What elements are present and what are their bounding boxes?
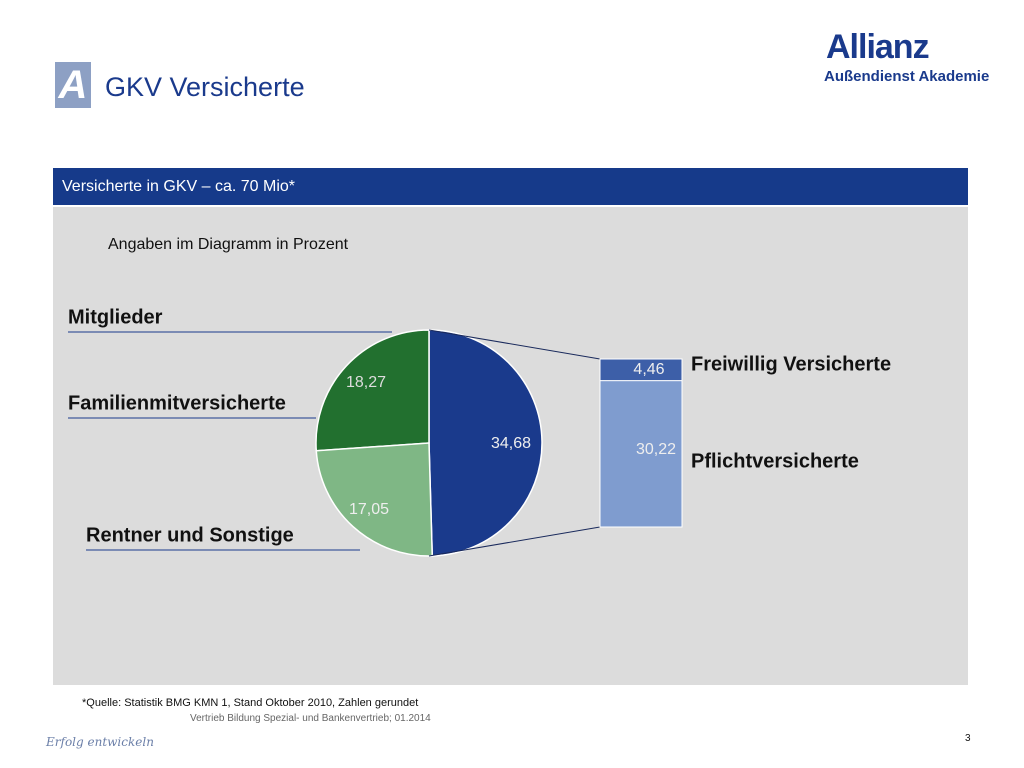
slide-title: GKV Versicherte: [105, 72, 305, 102]
box-title: Versicherte in GKV – ca. 70 Mio*: [53, 168, 968, 205]
bar-segment: [599, 380, 683, 528]
brand: Allianz: [826, 28, 930, 66]
page-number: 3: [965, 733, 971, 744]
legend-label: Freiwillig Versicherte: [691, 353, 891, 375]
department: Vertrieb Bildung Spezial- und Bankenvert…: [190, 713, 431, 724]
legend-label: Pflichtversicherte: [691, 450, 859, 472]
value-label: 30,22: [636, 441, 676, 458]
logo-letter: A: [55, 62, 91, 108]
brand-subtitle: Außendienst Akademie: [824, 68, 990, 85]
source: *Quelle: Statistik BMG KMN 1, Stand Okto…: [82, 697, 419, 709]
value-label: 34,68: [491, 435, 531, 452]
pie-slice: [428, 329, 543, 557]
category-label: Familienmitversicherte: [68, 392, 286, 414]
note: Angaben im Diagramm in Prozent: [108, 236, 349, 253]
category-label: Rentner und Sonstige: [86, 524, 294, 546]
bar-segment: [599, 358, 683, 382]
motto: Erfolg entwickeln: [46, 735, 154, 749]
value-label: 18,27: [346, 374, 386, 391]
pie-slice: [315, 442, 434, 557]
pie-slice: [315, 329, 430, 452]
connector: [428, 526, 601, 557]
value-label: 17,05: [349, 501, 389, 518]
connector: [428, 329, 601, 360]
value-label: 4,46: [633, 361, 664, 378]
category-label: Mitglieder: [68, 306, 163, 328]
